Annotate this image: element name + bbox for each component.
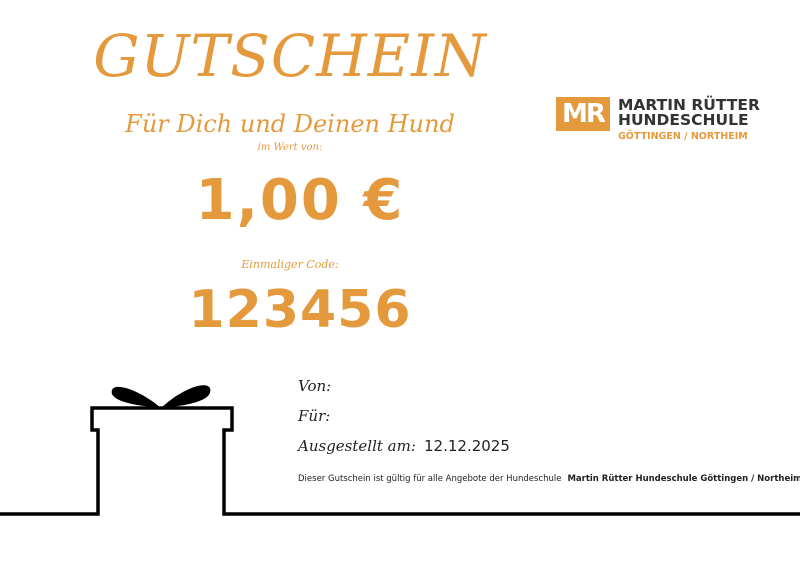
value-label: im Wert von: bbox=[257, 142, 323, 153]
validity-note: Dieser Gutschein ist gültig für alle Ang… bbox=[298, 474, 800, 484]
issued-date: 12.12.2025 bbox=[424, 437, 510, 455]
validity-text: Dieser Gutschein ist gültig für alle Ang… bbox=[298, 474, 562, 484]
issued-label: Ausgestellt am: bbox=[298, 437, 416, 455]
voucher-title: GUTSCHEIN bbox=[93, 22, 487, 90]
code-label: Einmaliger Code: bbox=[241, 258, 339, 271]
voucher-code: 123456 bbox=[188, 280, 412, 340]
school-name: Martin Rütter Hundeschule Göttingen / No… bbox=[567, 474, 800, 484]
voucher-amount: 1,00 € bbox=[195, 168, 405, 233]
to-label: Für: bbox=[298, 407, 331, 425]
voucher-subtitle: Für Dich und Deinen Hund bbox=[125, 110, 455, 138]
from-label: Von: bbox=[298, 377, 332, 395]
logo-mark: MR bbox=[556, 97, 610, 131]
logo-line2: HUNDESCHULE bbox=[618, 111, 749, 129]
logo-line1: MARTIN RÜTTER bbox=[618, 96, 760, 114]
logo-line3: GÖTTINGEN / NORTHEIM bbox=[618, 131, 748, 142]
gift-icon bbox=[0, 385, 800, 516]
